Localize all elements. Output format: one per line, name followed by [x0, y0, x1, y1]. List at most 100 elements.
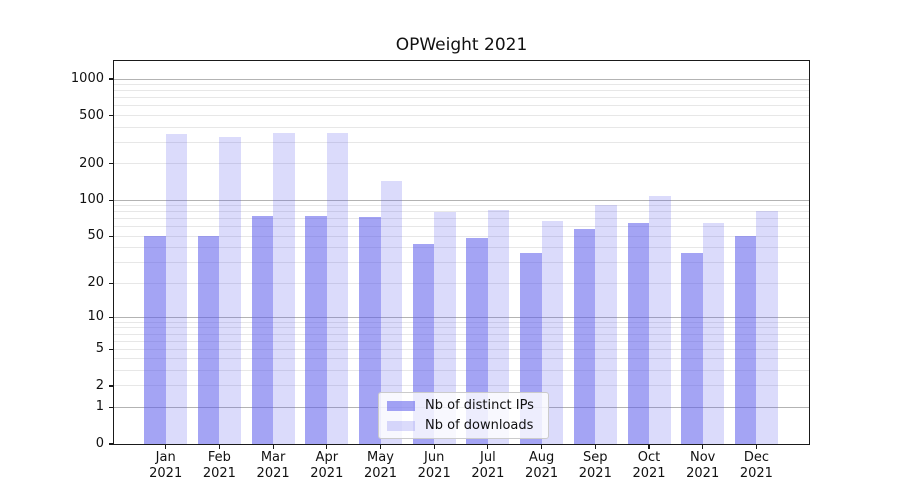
gridline-minor — [114, 235, 809, 237]
x-tick-mark — [379, 444, 382, 449]
gridline-major — [114, 78, 809, 80]
x-tick-mark — [594, 444, 596, 449]
y-tick-label: 20 — [87, 275, 104, 291]
x-tick-label: Oct 2021 — [632, 450, 666, 481]
x-tick-label: Dec 2021 — [739, 450, 773, 481]
y-tick-mark — [109, 282, 114, 284]
bar — [595, 205, 617, 444]
gridline-minor — [114, 163, 809, 165]
gridline-minor — [114, 282, 809, 284]
gridline-minor — [114, 247, 809, 249]
gridline-minor — [114, 348, 809, 350]
x-tick-mark — [487, 444, 489, 449]
bar — [144, 236, 166, 444]
y-tick-mark — [109, 163, 114, 165]
legend-swatch-distinct-ips — [387, 400, 415, 411]
gridline-minor — [114, 262, 809, 264]
bar — [219, 136, 241, 444]
y-tick-label: 500 — [79, 107, 104, 123]
gridline-minor — [114, 385, 809, 387]
x-tick-label: Jan 2021 — [149, 450, 183, 481]
y-tick-mark — [109, 114, 114, 117]
y-tick-mark — [109, 385, 114, 387]
x-tick-mark — [702, 444, 704, 449]
x-tick-label: Nov 2021 — [686, 450, 720, 481]
x-tick-label: Jul 2021 — [471, 450, 505, 481]
x-tick-label: Jun 2021 — [417, 450, 451, 481]
y-tick-label: 5 — [95, 341, 104, 357]
bar — [734, 236, 757, 444]
x-tick-label: Feb 2021 — [202, 450, 236, 481]
bar — [649, 195, 671, 444]
bar — [627, 222, 649, 444]
y-tick-mark — [109, 78, 114, 80]
bar — [434, 211, 456, 444]
gridline-minor — [114, 321, 809, 323]
bar — [326, 132, 349, 444]
y-tick-label: 200 — [79, 155, 104, 171]
y-tick-label: 0 — [95, 436, 104, 451]
legend-item-downloads: Nb of downloads — [387, 418, 540, 433]
gridline-minor — [114, 90, 809, 92]
x-tick-label: Mar 2021 — [256, 450, 290, 481]
y-tick-label: 1 — [95, 399, 104, 415]
bar — [273, 132, 295, 444]
gridline-minor — [114, 358, 809, 360]
y-tick-label: 50 — [87, 228, 104, 244]
legend-label-distinct-ips: Nb of distinct IPs — [425, 398, 534, 413]
y-tick-label: 2 — [95, 377, 104, 393]
y-tick-mark — [109, 235, 114, 237]
bar — [487, 209, 510, 444]
gridline-minor — [114, 97, 809, 99]
plot-area — [113, 60, 810, 445]
x-tick-label: May 2021 — [363, 450, 398, 481]
legend-label-downloads: Nb of downloads — [425, 418, 534, 433]
gridline-minor — [114, 218, 809, 220]
bar — [702, 223, 725, 444]
bar — [756, 211, 778, 444]
gridline-minor — [114, 370, 809, 372]
gridline-minor — [114, 105, 809, 107]
gridline-major — [114, 316, 809, 318]
y-tick-mark — [109, 443, 114, 445]
x-tick-mark — [433, 444, 435, 449]
x-tick-mark — [541, 444, 543, 449]
gridline-minor — [114, 340, 809, 342]
gridline-minor — [114, 333, 809, 335]
x-tick-mark — [755, 444, 757, 449]
bar — [681, 253, 703, 444]
y-tick-label: 100 — [79, 192, 104, 208]
x-tick-mark — [272, 444, 274, 449]
y-tick-mark — [109, 199, 114, 201]
gridline-minor — [114, 115, 809, 117]
bar — [359, 217, 381, 444]
x-tick-label: Apr 2021 — [310, 450, 344, 481]
legend-item-distinct-ips: Nb of distinct IPs — [387, 398, 540, 413]
bar — [197, 236, 220, 444]
gridline-minor — [114, 211, 809, 213]
gridline-minor — [114, 226, 809, 228]
y-tick-mark — [109, 316, 114, 318]
x-tick-mark — [218, 444, 220, 449]
bar — [305, 215, 327, 444]
legend-swatch-downloads — [387, 420, 415, 431]
y-tick-label: 10 — [87, 309, 104, 325]
chart-title: OPWeight 2021 — [395, 35, 528, 55]
gridline-minor — [114, 126, 809, 128]
bar — [573, 229, 596, 444]
y-tick-label: 1000 — [70, 71, 104, 86]
gridline-minor — [114, 327, 809, 329]
bar — [380, 181, 402, 444]
bar — [165, 134, 188, 444]
x-tick-mark — [648, 444, 650, 449]
x-tick-label: Aug 2021 — [525, 450, 559, 481]
y-tick-mark — [109, 406, 114, 408]
x-tick-mark — [165, 444, 167, 449]
gridline-minor — [114, 84, 809, 86]
bar — [541, 221, 564, 444]
gridline-minor — [114, 141, 809, 143]
gridline-major — [114, 199, 809, 201]
x-tick-label: Sep 2021 — [578, 450, 612, 481]
gridline-minor — [114, 205, 809, 207]
